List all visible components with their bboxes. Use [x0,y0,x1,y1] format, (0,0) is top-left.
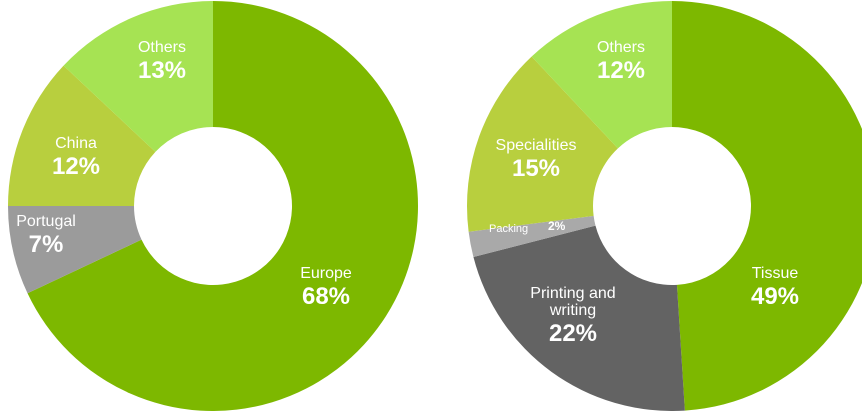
slice-name: Others [138,39,186,56]
slice-portugal [8,206,142,294]
slice-name: Printing and [530,285,615,302]
slice-others [531,1,672,149]
slice-tissue [672,1,862,411]
slice-percent: 7% [29,231,64,258]
slice-percent: 13% [138,57,186,84]
slice-percent: 49% [751,283,799,310]
slice-percent: 2% [548,219,566,233]
slice-percent: 68% [302,283,350,310]
slice-name: Europe [300,265,352,282]
slice-name: writing [549,302,596,319]
slice-percent: 12% [52,153,100,180]
slice-name: Portugal [16,213,76,230]
slice-name: Specialities [496,137,577,154]
slice-percent: 22% [549,320,597,347]
slice-percent: 15% [512,155,560,182]
slice-percent: 12% [597,57,645,84]
slice-name: China [55,135,97,152]
slice-label-packing: Packing 2% [489,219,566,235]
slice-china [8,65,156,206]
slice-europe [27,1,418,411]
slice-name: Tissue [752,265,799,282]
slice-name: Packing [489,223,528,235]
slice-others [63,1,213,152]
slice-name: Others [597,39,645,56]
slice-packing [468,215,596,257]
slice-specialities [466,56,618,232]
slice-printing-and-writing [473,225,685,411]
